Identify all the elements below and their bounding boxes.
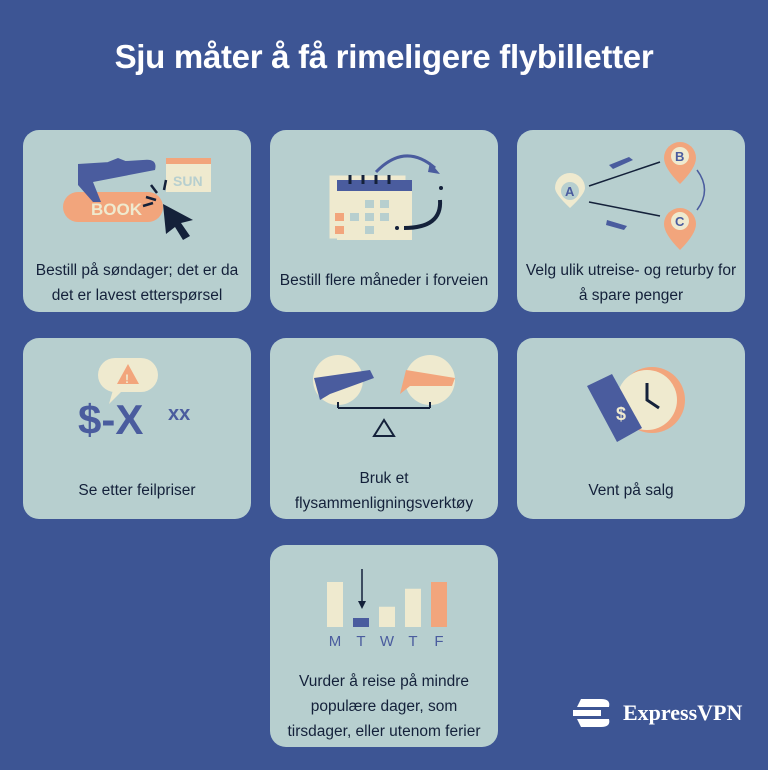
tip-card-book-sunday: BOOK SUN Bestill på søndager; det er da … [23, 130, 251, 312]
tip-caption: Vurder å reise på mindre populære dager,… [287, 673, 481, 740]
day-bar [405, 588, 421, 627]
day-label: W [380, 633, 395, 650]
tip-caption: Bestill på søndager; det er da det er la… [35, 262, 239, 304]
tip-caption: Velg ulik utreise- og returby for å spar… [525, 262, 737, 304]
tip-caption: Se etter feilpriser [78, 482, 196, 499]
brand-name: ExpressVPN [623, 700, 743, 725]
page-title: Sju måter å få rimeligere flybilletter [114, 38, 654, 75]
tip-card-wait-sale: $ Vent på salg [517, 338, 745, 519]
svg-text:xx: xx [168, 403, 190, 425]
tip-card-book-early: Bestill flere måneder i forveien [270, 130, 498, 312]
tip-card-compare: Bruk et flysammenligningsverktøy [270, 338, 498, 519]
day-label: F [434, 633, 443, 650]
tip-caption: Vent på salg [588, 482, 674, 499]
svg-text:$: $ [616, 404, 626, 424]
tip-caption: Bruk et flysammenligningsverktøy [294, 470, 474, 512]
day-label: M [329, 633, 342, 650]
calendar-arrow-icon [329, 154, 443, 240]
svg-text:C: C [675, 214, 685, 229]
day-label: T [408, 633, 417, 650]
svg-text:BOOK: BOOK [91, 200, 143, 219]
svg-text:A: A [565, 184, 575, 199]
svg-text:$-X: $-X [78, 396, 143, 443]
day-bar [353, 618, 369, 627]
svg-text:B: B [675, 149, 684, 164]
svg-text:!: ! [125, 372, 129, 386]
tip-card-error-fares: ! $-X xx Se etter feilpriser [23, 338, 251, 519]
expressvpn-logo-icon [573, 699, 610, 727]
price-error-icon: ! $-X xx [78, 358, 190, 443]
day-label: T [356, 633, 365, 650]
tip-card-different-cities: A B C Velg ulik utreise- og returby for … [517, 130, 745, 312]
route-pins-icon: A B C [555, 142, 706, 250]
svg-text:SUN: SUN [173, 173, 203, 189]
day-bar [379, 606, 395, 627]
day-bar [327, 582, 343, 627]
tip-caption: Bestill flere måneder i forveien [279, 272, 489, 289]
day-bar [431, 582, 447, 627]
expressvpn-logo: ExpressVPN [571, 697, 742, 729]
plane-scale-icon [313, 355, 455, 437]
plane-book-button-sunday-icon: BOOK SUN [63, 158, 211, 240]
price-tag-clock-icon: $ [587, 367, 685, 442]
